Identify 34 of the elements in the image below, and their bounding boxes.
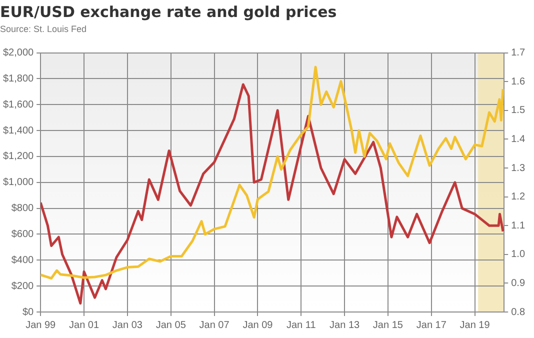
x-tick-label: Jan 11 bbox=[286, 320, 316, 331]
y2-tick-label: 1.0 bbox=[511, 249, 526, 260]
y2-tick-label: 0.9 bbox=[511, 278, 526, 289]
y-tick-label: $600 bbox=[11, 228, 34, 240]
x-tick-label: Jan 13 bbox=[330, 320, 360, 331]
x-tick-label: Jan 03 bbox=[112, 320, 143, 331]
x-tick-label: Jan 01 bbox=[69, 320, 100, 331]
x-tick-label: Jan 15 bbox=[372, 320, 404, 331]
y-tick-label: $400 bbox=[11, 254, 34, 266]
y-tick-label: $200 bbox=[11, 280, 34, 292]
y2-tick-label: 1.6 bbox=[511, 76, 526, 88]
y-tick-label: $1,400 bbox=[2, 125, 34, 136]
x-tick-label: Jan 17 bbox=[416, 320, 447, 331]
y2-tick-label: 1.5 bbox=[511, 105, 526, 116]
y-tick-label: $0 bbox=[22, 306, 34, 318]
y-tick-label: $1,000 bbox=[2, 177, 34, 188]
x-tick-label: Jan 09 bbox=[242, 320, 274, 331]
x-tick-label: Jan 19 bbox=[460, 320, 490, 331]
y-tick-label: $1,200 bbox=[2, 151, 34, 162]
y-tick-label: $1,800 bbox=[2, 73, 34, 84]
y2-tick-label: 1.4 bbox=[511, 134, 526, 145]
y-tick-label: $1,600 bbox=[2, 99, 34, 110]
y-tick-label: $2,000 bbox=[2, 48, 34, 59]
y2-tick-label: 1.1 bbox=[511, 220, 526, 232]
y2-tick-label: 0.8 bbox=[511, 306, 526, 318]
source-note: Source: St. Louis Fed bbox=[0, 24, 87, 34]
y2-tick-label: 1.3 bbox=[511, 162, 526, 174]
x-tick-label: Jan 05 bbox=[156, 320, 186, 331]
chart-title: EUR/USD exchange rate and gold prices bbox=[0, 2, 337, 21]
y-tick-label: $800 bbox=[11, 203, 34, 214]
y2-tick-label: 1.7 bbox=[511, 48, 526, 59]
x-tick-label: Jan 99 bbox=[26, 320, 56, 331]
y2-tick-label: 1.2 bbox=[511, 192, 526, 203]
x-tick-label: Jan 07 bbox=[199, 320, 230, 331]
